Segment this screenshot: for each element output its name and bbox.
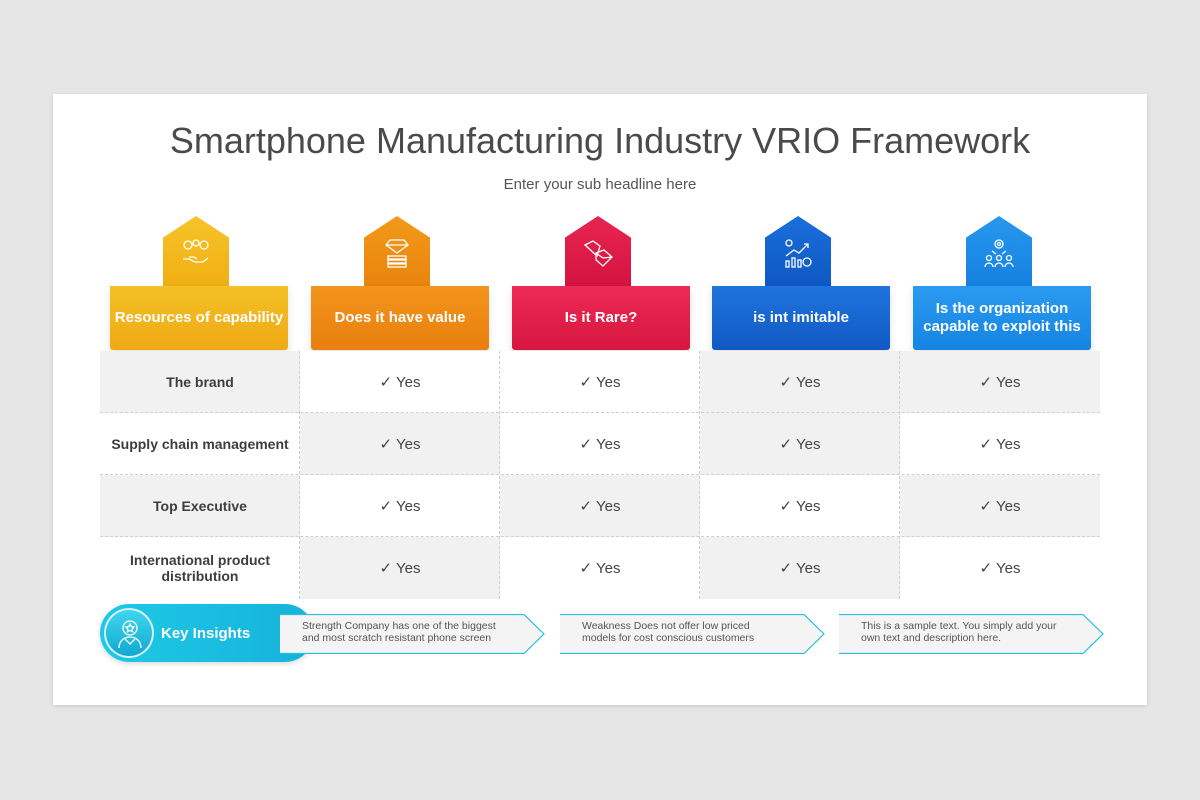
header-value: Does it have value — [311, 216, 489, 350]
insight-card: Strength Company has one of the biggest … — [280, 614, 545, 654]
table-cell: ✓ Yes — [700, 537, 900, 599]
table-cell: ✓ Yes — [300, 351, 500, 413]
header-label: Does it have value — [311, 286, 489, 350]
insight-text: Strength Company has one of the biggest … — [302, 620, 496, 644]
people-money-hand-icon — [163, 216, 229, 288]
key-insights-badge: Key Insights — [100, 604, 314, 662]
table-divider — [899, 351, 900, 599]
row-label: Top Executive — [100, 475, 300, 537]
slide: Smartphone Manufacturing Industry VRIO F… — [53, 94, 1147, 705]
table-divider — [299, 351, 300, 599]
header-rare: Is it Rare? — [512, 216, 690, 350]
insight-text: Weakness Does not offer low priced model… — [582, 620, 755, 644]
table-cell: ✓ Yes — [500, 413, 700, 475]
table-cell: ✓ Yes — [300, 413, 500, 475]
person-star-icon — [104, 608, 154, 658]
table-cell: ✓ Yes — [900, 413, 1100, 475]
row-label: The brand — [100, 351, 300, 413]
header-organization: Is the organization capable to exploit t… — [913, 216, 1091, 350]
table-divider — [499, 351, 500, 599]
header-label: Resources of capability — [110, 286, 288, 350]
growth-chart-icon — [765, 216, 831, 288]
team-gear-icon — [966, 216, 1032, 288]
page-subtitle: Enter your sub headline here — [503, 176, 697, 193]
table-cell: ✓ Yes — [300, 475, 500, 537]
row-label: Supply chain management — [100, 413, 300, 475]
row-label: International product distribution — [100, 537, 300, 599]
page-title: Smartphone Manufacturing Industry VRIO F… — [169, 120, 1031, 161]
header-label: Is the organization capable to exploit t… — [913, 286, 1091, 350]
insight-card: This is a sample text. You simply add yo… — [839, 614, 1104, 654]
table-divider — [100, 412, 1100, 413]
table-cell: ✓ Yes — [500, 537, 700, 599]
insight-text: This is a sample text. You simply add yo… — [861, 620, 1057, 644]
gems-icon — [565, 216, 631, 288]
table-divider — [100, 536, 1100, 537]
table-cell: ✓ Yes — [700, 475, 900, 537]
table-cell: ✓ Yes — [300, 537, 500, 599]
diamond-stack-icon — [364, 216, 430, 288]
insight-arrow-frame — [280, 614, 545, 654]
table-cell: ✓ Yes — [900, 475, 1100, 537]
table-divider — [699, 351, 700, 599]
header-label: is int imitable — [712, 286, 890, 350]
header-resources: Resources of capability — [110, 216, 288, 350]
table-divider — [100, 474, 1100, 475]
insight-card: Weakness Does not offer low priced model… — [560, 614, 825, 654]
header-imitable: is int imitable — [712, 216, 890, 350]
header-label: Is it Rare? — [512, 286, 690, 350]
table-cell: ✓ Yes — [700, 351, 900, 413]
key-insights-label: Key Insights — [161, 624, 251, 642]
table-cell: ✓ Yes — [900, 537, 1100, 599]
table-cell: ✓ Yes — [900, 351, 1100, 413]
table-cell: ✓ Yes — [700, 413, 900, 475]
table-cell: ✓ Yes — [500, 351, 700, 413]
table-cell: ✓ Yes — [500, 475, 700, 537]
insight-arrow-frame — [839, 614, 1104, 654]
insight-arrow-frame — [560, 614, 825, 654]
